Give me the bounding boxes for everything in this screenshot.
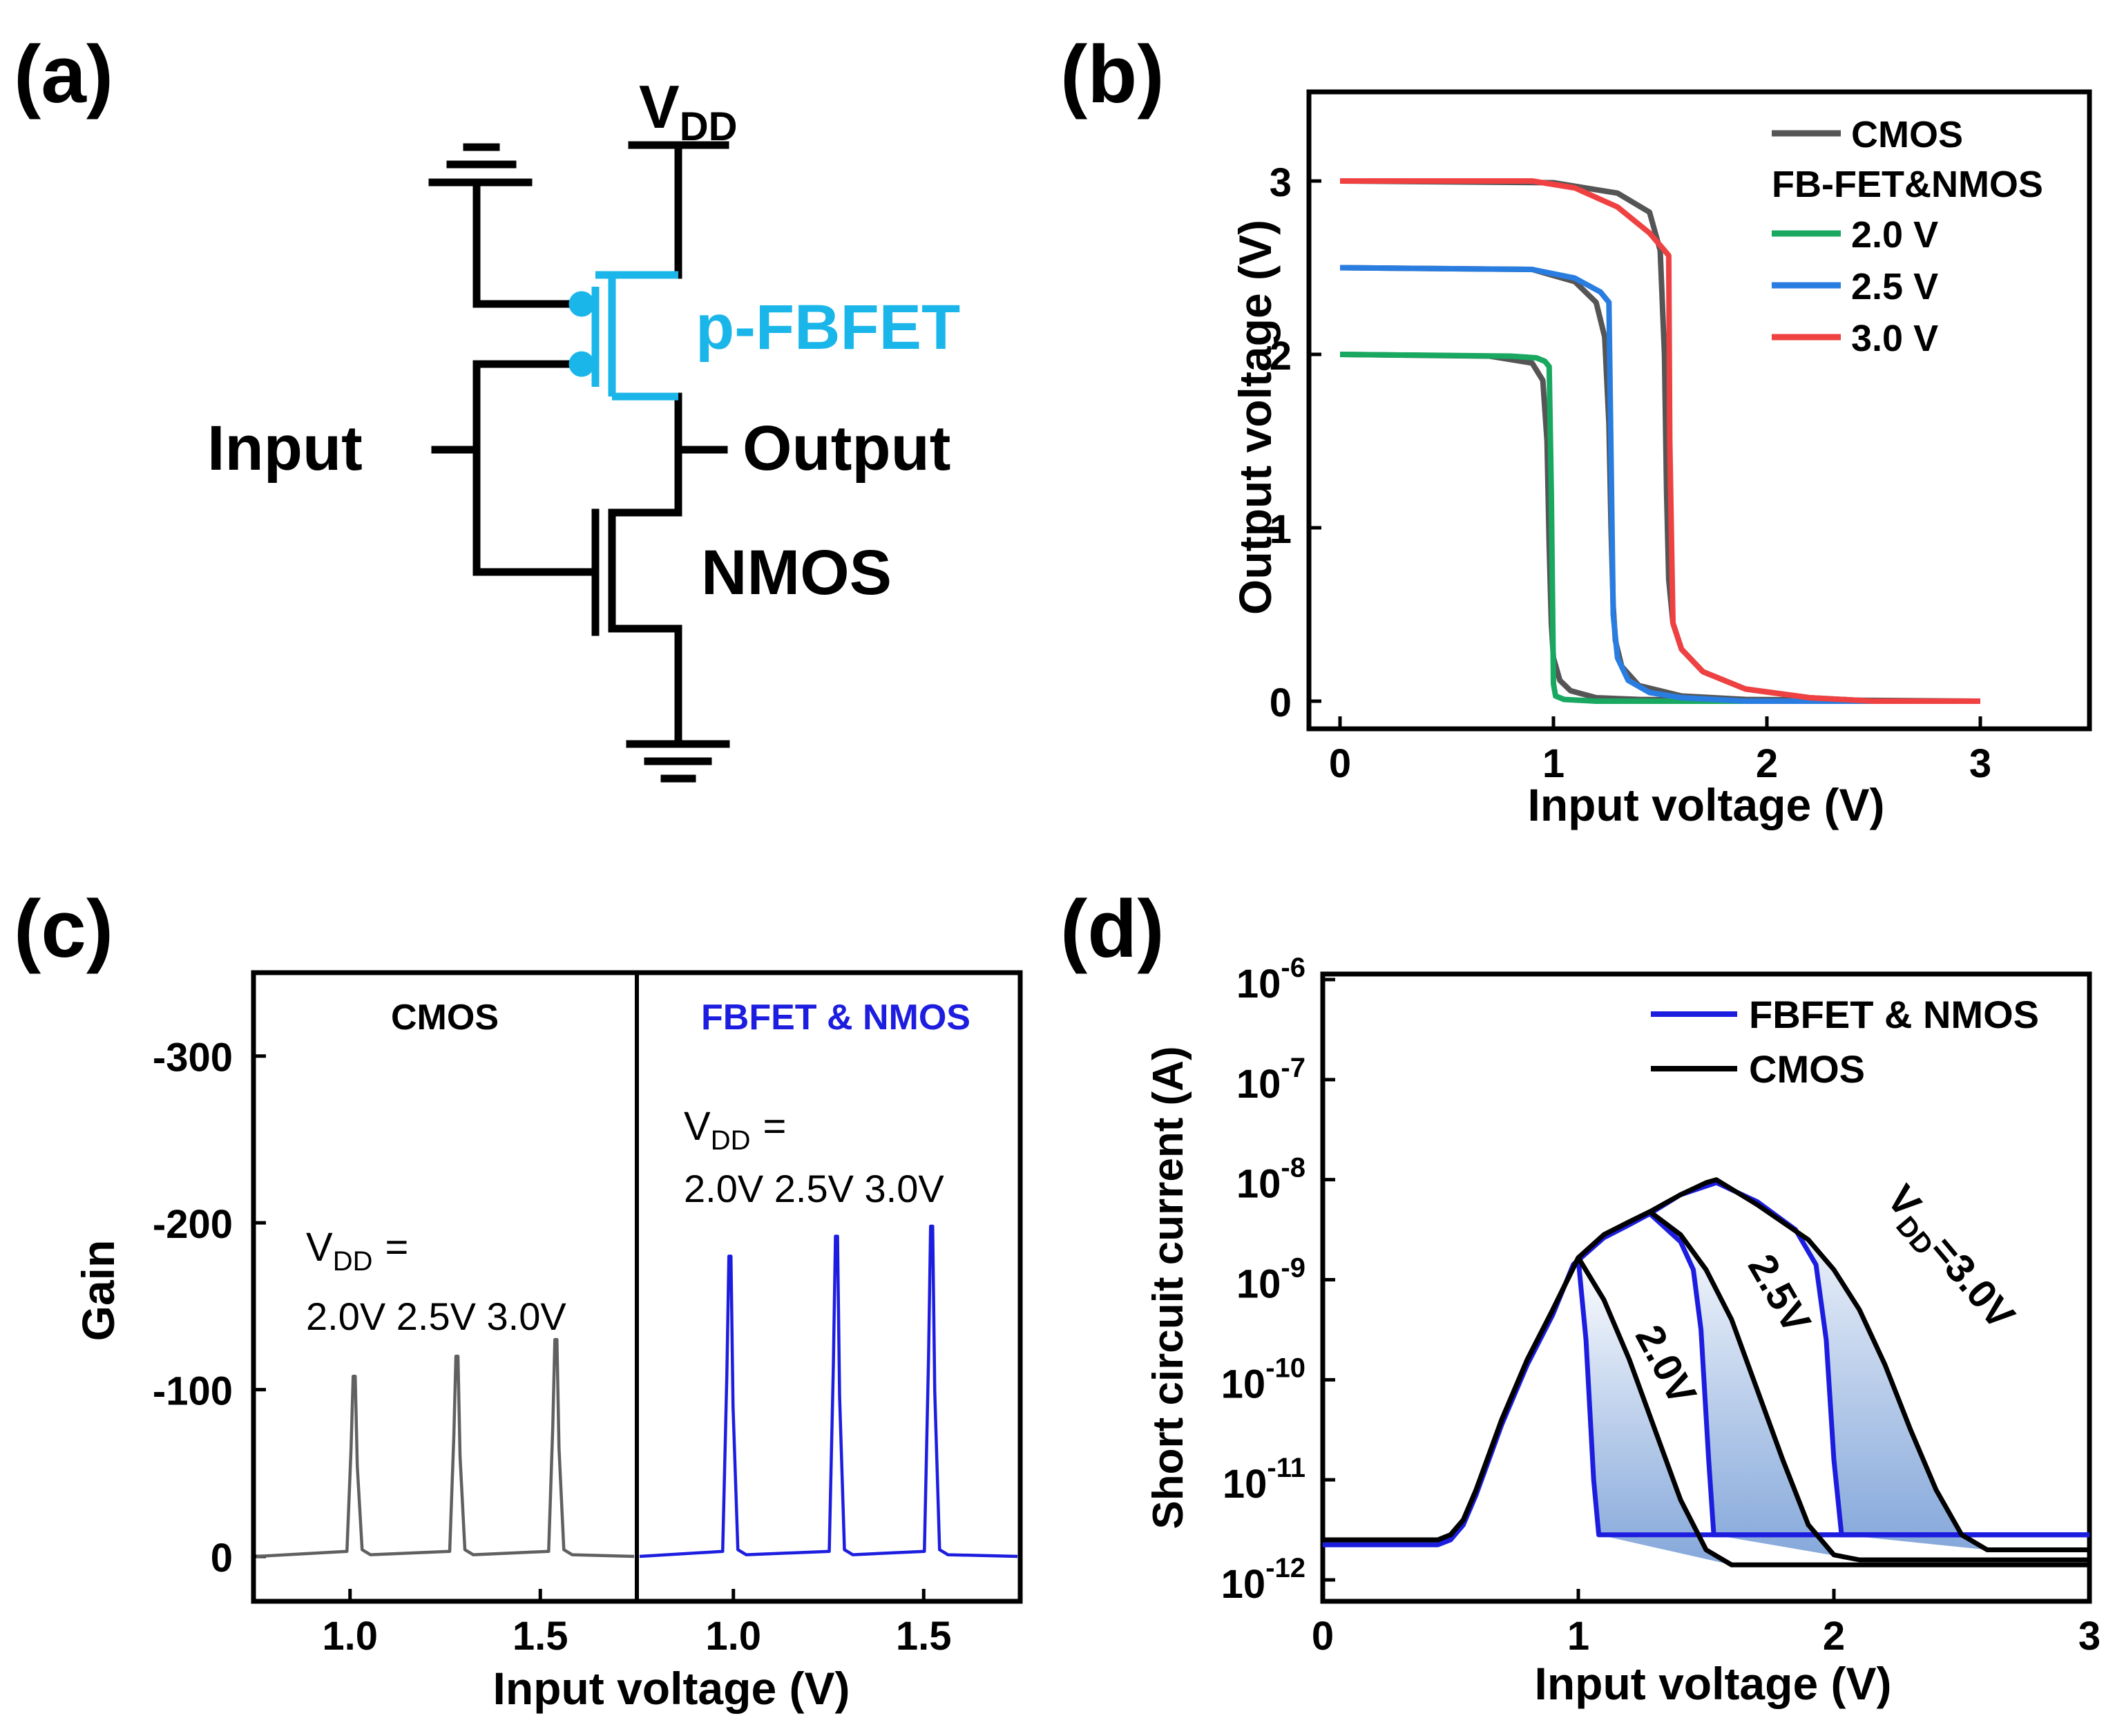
y-tick-label-d: 10-12 xyxy=(1221,1553,1305,1607)
series-line-b-3 xyxy=(1339,352,1980,704)
shaded-region-d-2 xyxy=(1716,1179,1987,1550)
series-line-d-4 xyxy=(1571,1211,2089,1538)
legend-label-d: FBFET & NMOS xyxy=(1749,993,2039,1036)
series-line-b-5 xyxy=(1340,178,1980,704)
output-label: Output xyxy=(743,413,950,484)
x-tick-label-b: 2 xyxy=(1756,741,1778,786)
y-tick-label-d: 10-11 xyxy=(1223,1453,1305,1507)
x-axis-label-d: Input voltage (V) xyxy=(1535,1658,1892,1709)
panel-label-a: (a) xyxy=(14,29,113,120)
legend-label-b: 3.0 V xyxy=(1851,318,1938,359)
pfbfet-gate1-bubble xyxy=(568,291,595,317)
x-tick-label-b: 1 xyxy=(1542,741,1565,786)
legend-label-b: FB-FET&NMOS xyxy=(1772,164,2043,205)
x-axis-label-b: Input voltage (V) xyxy=(1528,779,1885,830)
input-label: Input xyxy=(207,413,363,484)
y-tick-label-d: 10-7 xyxy=(1236,1053,1305,1107)
vdd-eq-c: = xyxy=(385,1225,408,1270)
annotation-d-1: 2.5V xyxy=(1739,1247,1819,1341)
x-tick-label-d: 0 xyxy=(1312,1614,1334,1659)
vdd-values-c: 2.0V 2.5V 3.0V xyxy=(684,1167,944,1210)
y-tick-exp-d: -7 xyxy=(1281,1053,1305,1083)
y-tick-exp-d: -8 xyxy=(1281,1153,1305,1183)
y-tick-exp-d: -9 xyxy=(1281,1253,1305,1284)
subpanel-title-c: FBFET & NMOS xyxy=(701,998,970,1038)
y-tick-label-c: -300 xyxy=(153,1036,233,1080)
x-tick-label-c: 1.5 xyxy=(896,1614,952,1659)
y-tick-base-d: 10 xyxy=(1223,1462,1267,1507)
y-tick-label-b: 3 xyxy=(1270,160,1292,205)
chart-d: 0 1 2 310-610-710-810-910-1010-1110-12Input… xyxy=(1145,953,2101,1709)
y-tick-label-d: 10-9 xyxy=(1236,1253,1305,1307)
x-tick-label-c: 1.0 xyxy=(705,1614,761,1659)
vdd-sub-c: DD xyxy=(711,1125,751,1156)
y-tick-label-b: 1 xyxy=(1270,507,1292,552)
y-tick-exp-d: -11 xyxy=(1267,1453,1305,1483)
nmos-label: NMOS xyxy=(701,537,892,608)
vdd-label-c: VDD = xyxy=(306,1225,408,1277)
series-line-b-2 xyxy=(1339,178,1980,704)
vdd-v-c: V xyxy=(306,1225,333,1270)
x-tick-label-c: 1.0 xyxy=(322,1614,378,1659)
y-tick-label-d: 10-6 xyxy=(1236,953,1305,1007)
subpanel-title-c: CMOS xyxy=(391,998,499,1038)
y-tick-label-b: 0 xyxy=(1270,680,1292,725)
vdd-label-c: VDD = xyxy=(684,1104,786,1156)
annotation-rest: =3.0V xyxy=(1921,1228,2023,1337)
vdd-eq-c: = xyxy=(763,1104,786,1149)
shaded-region-d-0 xyxy=(1573,1257,1732,1565)
vdd-label: VDD xyxy=(639,73,737,149)
plot-frame-d xyxy=(1320,971,2092,1604)
x-tick-label-c: 1.5 xyxy=(513,1614,568,1659)
y-tick-exp-d: -10 xyxy=(1265,1353,1305,1383)
y-tick-base-d: 10 xyxy=(1221,1562,1266,1607)
y-tick-label-b: 2 xyxy=(1270,334,1292,379)
legend-label-b: 2.0 V xyxy=(1851,214,1938,256)
series-line-b-4 xyxy=(1339,265,1980,704)
y-tick-label-c: 0 xyxy=(211,1536,233,1581)
gain-trace-c-0 xyxy=(256,1337,635,1558)
y-axis-label-c: Gain xyxy=(73,1240,124,1342)
series-line-b-0 xyxy=(1339,352,1980,704)
x-tick-label-d: 1 xyxy=(1567,1614,1589,1659)
pfbfet-gate2-bubble xyxy=(568,351,595,377)
series-line-d-2 xyxy=(1323,1177,2089,1552)
y-tick-base-d: 10 xyxy=(1236,962,1281,1007)
y-tick-exp-d: -6 xyxy=(1281,953,1305,983)
x-tick-label-b: 3 xyxy=(1969,741,1991,786)
circuit-schematic xyxy=(428,141,730,783)
y-tick-label-c: -200 xyxy=(153,1202,233,1247)
x-tick-label-d: 2 xyxy=(1823,1614,1845,1659)
y-axis-label-d: Short circuit current (A) xyxy=(1145,1046,1192,1529)
plot-frame-b xyxy=(1306,89,2092,732)
y-tick-label-d: 10-8 xyxy=(1236,1153,1305,1207)
y-tick-base-d: 10 xyxy=(1236,1162,1281,1207)
y-tick-base-d: 10 xyxy=(1236,1062,1281,1107)
y-tick-label-d: 10-10 xyxy=(1221,1353,1305,1406)
vdd-sub-c: DD xyxy=(333,1246,373,1277)
x-axis-label-c: Input voltage (V) xyxy=(493,1663,850,1714)
x-tick-label-b: 0 xyxy=(1329,741,1351,786)
legend-label-b: CMOS xyxy=(1851,114,1963,155)
vdd-values-c: 2.0V 2.5V 3.0V xyxy=(306,1295,566,1338)
y-tick-exp-d: -12 xyxy=(1265,1553,1305,1583)
x-tick-label-d: 3 xyxy=(2078,1614,2101,1659)
legend-label-b: 2.5 V xyxy=(1851,266,1938,307)
p-fbfet-device xyxy=(568,271,678,401)
annotation-d-2: VDD=3.0V xyxy=(1873,1176,2023,1342)
vdd-v-c: V xyxy=(684,1104,711,1149)
gain-trace-c-1 xyxy=(639,1224,1018,1558)
panel-label-d: (d) xyxy=(1060,884,1165,975)
y-tick-label-c: -100 xyxy=(153,1369,233,1414)
legend-label-d: CMOS xyxy=(1749,1047,1865,1091)
panel-label-c: (c) xyxy=(14,884,113,975)
y-tick-base-d: 10 xyxy=(1236,1262,1281,1307)
y-axis-label-b: Output voltage (V) xyxy=(1230,220,1281,615)
chart-b: 0 1 2 3 0 1 2 3 Input voltage (V) Output voltage … xyxy=(1230,89,2092,830)
pfbfet-label: p-FBFET xyxy=(696,292,960,363)
panel-label-b: (b) xyxy=(1060,29,1165,120)
y-tick-base-d: 10 xyxy=(1221,1362,1266,1406)
